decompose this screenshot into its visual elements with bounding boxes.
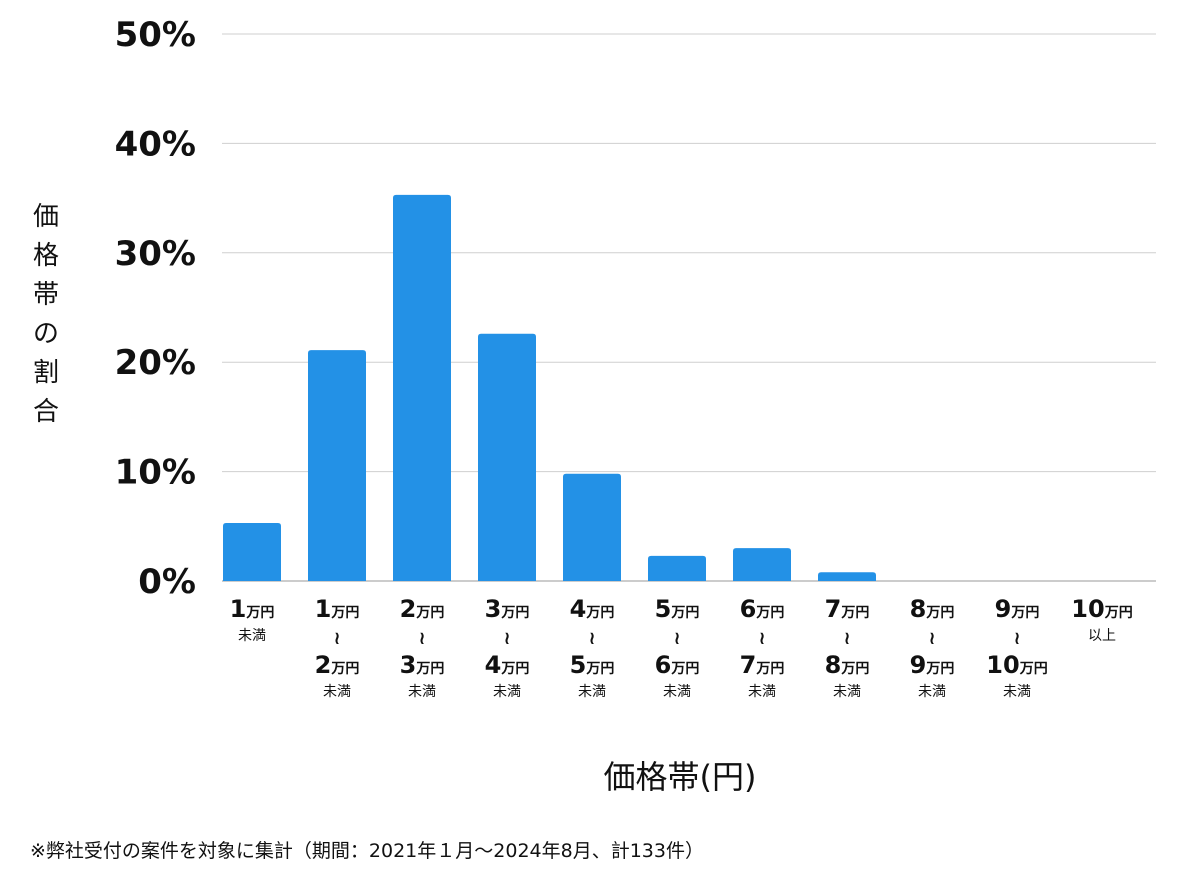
tick-number: 9	[994, 595, 1012, 623]
x-tick-label: 9万円 ≀ 10万円 未満	[972, 594, 1062, 700]
tick-unit: 万円	[246, 605, 275, 621]
y-axis-label-char: 割	[32, 358, 59, 388]
bar	[818, 572, 876, 581]
tick-number: 8	[909, 595, 927, 623]
x-tick-label: 10万円以上	[1057, 594, 1147, 644]
tick-unit: 万円	[416, 661, 445, 677]
y-axis-label-char: の	[32, 319, 59, 349]
y-axis-label-char: 帯	[32, 280, 59, 310]
footnote: ※弊社受付の案件を対象に集計（期間：2021年１月〜2024年8月、計133件）	[30, 840, 704, 862]
tick-number: 4	[484, 651, 502, 679]
tick-suffix: 未満	[833, 684, 861, 700]
tick-suffix: 未満	[578, 684, 606, 700]
range-symbol: ≀	[418, 628, 426, 649]
tick-unit: 万円	[1019, 661, 1048, 677]
y-tick-label: 40%	[115, 124, 196, 164]
tick-suffix: 未満	[323, 684, 351, 700]
tick-unit: 万円	[331, 605, 360, 621]
tick-number: 5	[654, 595, 672, 623]
x-tick-label: 1万円未満	[207, 594, 297, 644]
tick-suffix: 未満	[493, 684, 521, 700]
tick-suffix: 未満	[1003, 684, 1031, 700]
range-symbol: ≀	[758, 628, 766, 649]
tick-number: 2	[399, 595, 417, 623]
y-tick-label: 20%	[115, 343, 196, 383]
tick-number: 1	[314, 595, 332, 623]
tick-unit: 万円	[501, 661, 530, 677]
tick-unit: 万円	[586, 605, 615, 621]
tick-number: 7	[739, 651, 757, 679]
tick-suffix: 未満	[748, 684, 776, 700]
tick-number: 3	[484, 595, 502, 623]
y-tick-label: 30%	[115, 234, 196, 274]
tick-unit: 万円	[926, 605, 955, 621]
tick-suffix: 未満	[238, 628, 266, 644]
x-tick-label: 1万円 ≀ 2万円 未満	[292, 594, 382, 700]
tick-number: 9	[909, 651, 927, 679]
tick-unit: 万円	[416, 605, 445, 621]
tick-suffix: 未満	[663, 684, 691, 700]
x-tick-label: 8万円 ≀ 9万円 未満	[887, 594, 977, 700]
bar	[393, 194, 451, 581]
tick-number: 2	[314, 651, 332, 679]
tick-suffix: 以上	[1088, 628, 1116, 644]
tick-suffix: 未満	[408, 684, 436, 700]
y-axis-label-char: 合	[32, 397, 59, 427]
x-tick-label: 3万円 ≀ 4万円 未満	[462, 594, 552, 700]
tick-unit: 万円	[1011, 605, 1040, 621]
tick-unit: 万円	[501, 605, 530, 621]
bar	[223, 523, 281, 581]
bar	[733, 548, 791, 581]
tick-unit: 万円	[926, 661, 955, 677]
tick-number: 10	[986, 651, 1020, 679]
x-tick-label: 5万円 ≀ 6万円 未満	[632, 594, 722, 700]
tick-unit: 万円	[671, 661, 700, 677]
range-symbol: ≀	[503, 628, 511, 649]
range-symbol: ≀	[673, 628, 681, 649]
tick-number: 4	[569, 595, 587, 623]
tick-unit: 万円	[1104, 605, 1133, 621]
tick-unit: 万円	[841, 661, 870, 677]
bar	[308, 350, 366, 581]
y-axis-label: 価格帯の割合	[28, 198, 64, 432]
y-axis-label-char: 格	[32, 241, 59, 271]
tick-unit: 万円	[756, 605, 785, 621]
y-tick-label: 0%	[138, 562, 196, 602]
tick-unit: 万円	[841, 605, 870, 621]
y-axis-label-char: 価	[32, 202, 59, 232]
tick-number: 10	[1071, 595, 1105, 623]
x-tick-label: 2万円 ≀ 3万円 未満	[377, 594, 467, 700]
tick-unit: 万円	[756, 661, 785, 677]
range-symbol: ≀	[588, 628, 596, 649]
tick-number: 5	[569, 651, 587, 679]
range-symbol: ≀	[1013, 628, 1021, 649]
tick-number: 6	[654, 651, 672, 679]
x-tick-label: 4万円 ≀ 5万円 未満	[547, 594, 637, 700]
tick-unit: 万円	[331, 661, 360, 677]
tick-suffix: 未満	[918, 684, 946, 700]
tick-number: 3	[399, 651, 417, 679]
y-tick-label: 50%	[115, 15, 196, 55]
bar	[478, 333, 536, 581]
tick-unit: 万円	[671, 605, 700, 621]
range-symbol: ≀	[843, 628, 851, 649]
x-axis-label: 価格帯(円)	[603, 758, 757, 796]
tick-number: 7	[824, 595, 842, 623]
bar	[648, 555, 706, 581]
bar	[563, 473, 621, 581]
range-symbol: ≀	[333, 628, 341, 649]
tick-number: 8	[824, 651, 842, 679]
tick-number: 6	[739, 595, 757, 623]
range-symbol: ≀	[928, 628, 936, 649]
tick-number: 1	[229, 595, 247, 623]
x-tick-label: 6万円 ≀ 7万円 未満	[717, 594, 807, 700]
y-tick-label: 10%	[115, 453, 196, 493]
x-tick-label: 7万円 ≀ 8万円 未満	[802, 594, 892, 700]
tick-unit: 万円	[586, 661, 615, 677]
